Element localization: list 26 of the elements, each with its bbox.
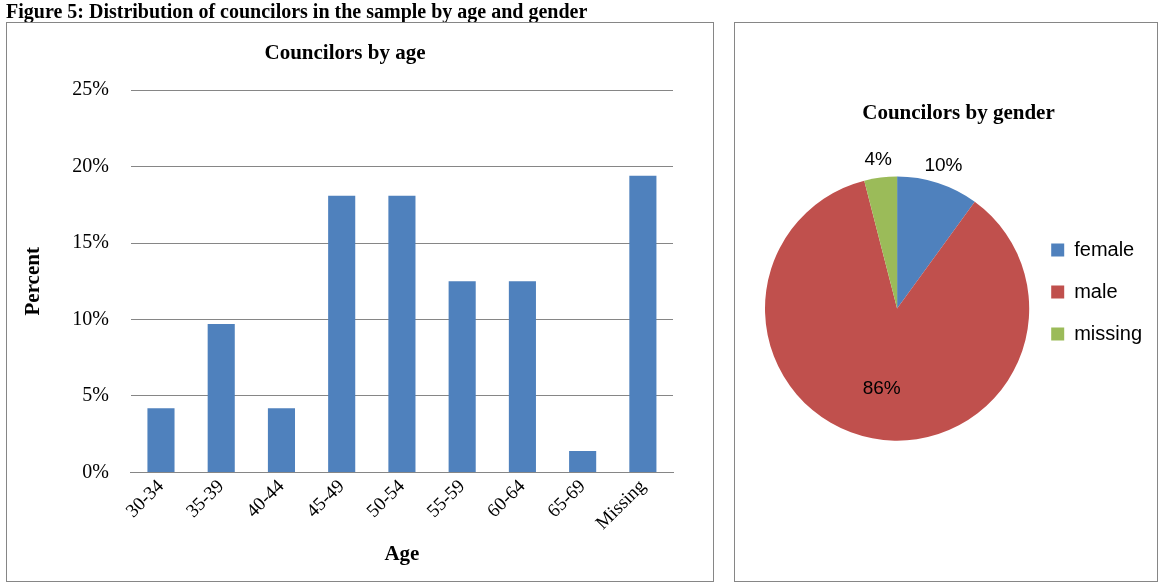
bar [569,450,597,472]
bar [207,324,235,472]
legend-label: male [1074,279,1118,302]
y-tick-label: 10% [72,306,109,329]
legend-label: female [1074,237,1135,260]
bar [328,195,356,472]
data-label: 10% [924,154,963,176]
data-label: 4% [864,147,893,169]
bar [388,195,416,472]
y-tick-label: 15% [72,230,109,253]
y-tick-label: 25% [72,77,109,100]
y-tick-label: 5% [82,383,109,406]
y-axis-title: Percent [20,247,45,316]
legend-label: missing [1074,321,1142,344]
caption: Figure 5: Distribution of councilors in the sample by age and gender [6,0,589,22]
chart-title: Councilors by age [264,40,426,65]
bar [448,281,476,472]
data-label: 86% [862,377,901,399]
bar [508,281,536,472]
y-tick-label: 20% [72,153,109,176]
y-tick-label: 0% [82,459,109,482]
chart-title: Councilors by gender [862,100,1055,125]
x-axis-title: Age [384,540,420,565]
bar [267,408,296,472]
bar [629,175,657,472]
bar [147,408,175,472]
